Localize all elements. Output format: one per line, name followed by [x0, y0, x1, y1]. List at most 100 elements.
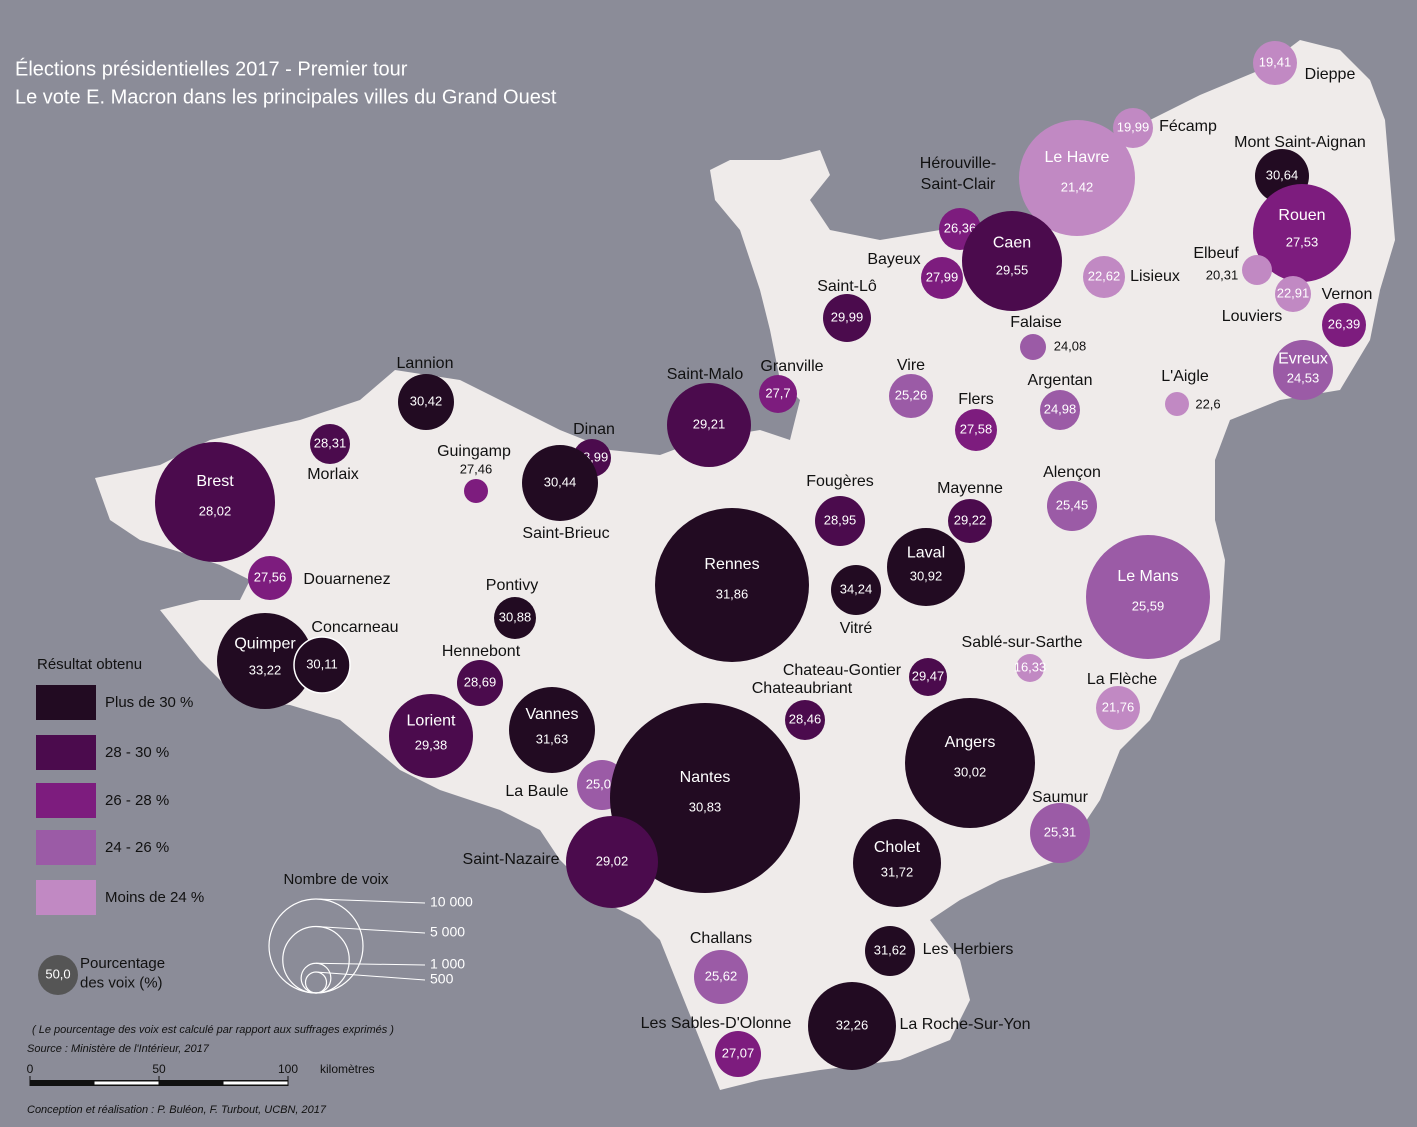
city-name: Quimper: [234, 635, 296, 652]
city-value: 28,95: [824, 512, 857, 527]
city-name: Vitré: [840, 620, 873, 637]
city-name: Saumur: [1032, 789, 1089, 806]
city-name: Laval: [907, 545, 945, 562]
scale-bar-segment: [223, 1081, 288, 1085]
city-value: 28,02: [199, 503, 232, 518]
city-value: 31,86: [716, 586, 749, 601]
city-name: Saint-Brieuc: [522, 525, 609, 542]
scale-bar-segment: [94, 1081, 159, 1085]
city-value: 29,22: [954, 512, 987, 527]
city-circle: [1242, 255, 1272, 285]
city-value: 25,26: [895, 387, 928, 402]
city-name: Hérouville-Saint-Clair: [920, 155, 996, 193]
city-circle: [1275, 276, 1311, 312]
title: Élections présidentielles 2017 - Premier…: [15, 57, 408, 80]
city-circle: [1083, 256, 1125, 298]
city-name: Vannes: [525, 706, 578, 723]
city-name: Hennebont: [442, 643, 521, 660]
city-name: Pontivy: [486, 577, 538, 594]
city-name: Cholet: [874, 839, 921, 856]
city-circle: [293, 636, 351, 694]
city-circle: [310, 424, 350, 464]
scale-label: 50: [152, 1062, 166, 1076]
city-name: Vire: [897, 357, 925, 374]
city-circle: [715, 1031, 761, 1077]
city-name: Rennes: [704, 556, 759, 573]
city-circle: [865, 926, 915, 976]
city-name: Chateaubriant: [752, 680, 853, 697]
city-value: 30,42: [410, 393, 443, 408]
city-circle: [887, 528, 965, 606]
city-name: Les Sables-D'Olonne: [641, 1015, 792, 1032]
city-name: Nantes: [680, 769, 731, 786]
city-value: 28,46: [789, 711, 822, 726]
percent-legend-circle: [38, 955, 78, 995]
source: Source : Ministère de l'Intérieur, 2017: [27, 1043, 210, 1055]
city-name: Challans: [690, 930, 752, 947]
scale-unit: kilomètres: [320, 1062, 375, 1076]
city-circle: [494, 597, 536, 639]
city-name: Fougères: [806, 473, 874, 490]
city-circle: [655, 508, 809, 662]
city-value: 30,02: [954, 764, 987, 779]
city-value: 24,53: [1287, 370, 1320, 385]
city-value: 25,31: [1044, 824, 1077, 839]
city-circle: [1086, 535, 1210, 659]
city-value: 16,33: [1014, 659, 1047, 674]
city-circle: [823, 294, 871, 342]
city-name: Granville: [760, 358, 823, 375]
size-legend-label: 500: [430, 971, 454, 987]
city-circle: [921, 257, 963, 299]
city-value: 34,24: [840, 581, 873, 596]
city-circle: [667, 383, 751, 467]
city-value: 29,47: [912, 668, 945, 683]
legend-label: 28 - 30 %: [105, 744, 169, 761]
city-circle: [948, 499, 992, 543]
city-value: 27,7: [765, 385, 790, 400]
city-name: Brest: [196, 473, 234, 490]
size-legend-label: 1 000: [430, 956, 465, 972]
legend-label: 26 - 28 %: [105, 792, 169, 809]
city-value: 30,83: [689, 799, 722, 814]
city-name: Concarneau: [311, 619, 398, 636]
city-name: La Baule: [505, 783, 568, 800]
legend-title: Résultat obtenu: [37, 656, 142, 673]
subtitle: Le vote E. Macron dans les principales v…: [15, 86, 557, 108]
scale-bar: 0 50 100: [27, 1062, 298, 1086]
city-circle: [808, 982, 896, 1070]
city-name: Saint-Lô: [817, 278, 877, 295]
city-value: 33,22: [249, 662, 282, 677]
city-circle: [155, 442, 275, 562]
legend: Résultat obtenu Plus de 30 % 28 - 30 % 26 …: [36, 656, 204, 915]
city-value: 26,39: [1328, 316, 1361, 331]
city-name: La Flèche: [1087, 671, 1157, 688]
city-circle: [217, 613, 313, 709]
city-circle: [1020, 334, 1046, 360]
city-name: Dinan: [573, 421, 615, 438]
city-circle: [522, 445, 598, 521]
city-circle: [1165, 392, 1189, 416]
city-name: Flers: [958, 391, 994, 408]
size-legend-label: 10 000: [430, 894, 473, 910]
size-legend-leader: [315, 926, 426, 934]
city-name: Les Herbiers: [923, 941, 1014, 958]
city-value: 29,21: [693, 416, 726, 431]
city-name: Saint-Nazaire: [463, 851, 560, 868]
city-value: 29,55: [996, 262, 1029, 277]
scale-label: 0: [27, 1062, 34, 1076]
city-circle: [785, 700, 825, 740]
city-value: 30,88: [499, 609, 532, 624]
city-value: 21,76: [1102, 699, 1135, 714]
city-circle: [1322, 303, 1366, 347]
city-circle: [1096, 686, 1140, 730]
city-name: Falaise: [1010, 314, 1062, 331]
legend-swatch: [36, 880, 96, 915]
city-name: Saint-Malo: [667, 366, 744, 383]
size-legend-leader: [315, 898, 426, 904]
city-name: Alençon: [1043, 464, 1101, 481]
legend-swatch: [36, 685, 96, 720]
city-value: 20,31: [1206, 267, 1239, 282]
legend-swatch: [36, 783, 96, 818]
city-circle: [1016, 654, 1044, 682]
city-value: 27,53: [1286, 234, 1319, 249]
